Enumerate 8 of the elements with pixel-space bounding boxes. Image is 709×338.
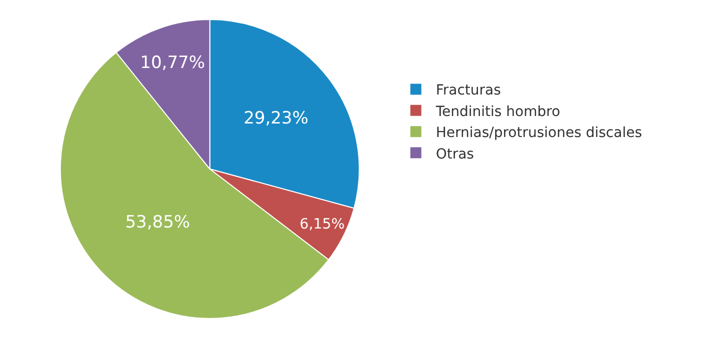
legend-label: Fracturas: [436, 82, 501, 99]
data-label: 29,23%: [244, 108, 308, 128]
data-label: 53,85%: [125, 212, 190, 232]
legend-label: Otras: [436, 146, 474, 162]
data-label: 10,77%: [140, 53, 205, 74]
data-label: 6,15%: [300, 216, 345, 233]
legend-label: Tendinitis hombro: [434, 104, 560, 120]
legend-label: Hernias/protrusiones discales: [436, 125, 642, 142]
